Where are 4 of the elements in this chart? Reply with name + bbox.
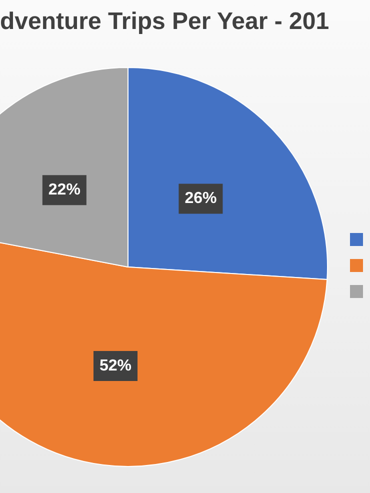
chart-title: dventure Trips Per Year - 201	[0, 8, 330, 36]
data-label: 52%	[99, 357, 132, 374]
data-label: 26%	[184, 190, 217, 208]
data-label: 22%	[48, 182, 80, 199]
